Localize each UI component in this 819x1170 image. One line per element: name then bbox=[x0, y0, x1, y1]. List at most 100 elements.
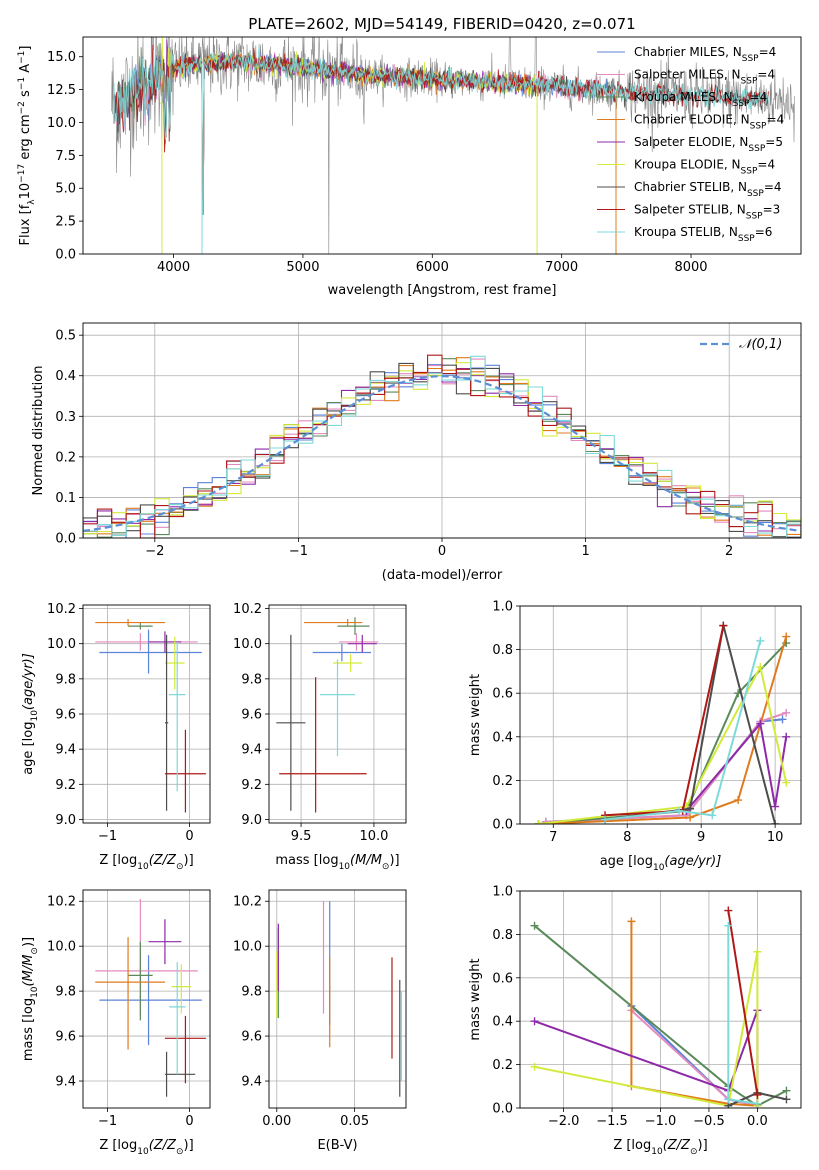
weight-marker bbox=[778, 715, 787, 724]
y-tick-label: 2.5 bbox=[55, 215, 76, 230]
x-tick-label: 10 bbox=[767, 830, 784, 845]
y-tick-label: 10.0 bbox=[47, 116, 76, 131]
y-tick-label: 9.8 bbox=[241, 985, 262, 1000]
weight-marker bbox=[686, 813, 695, 822]
spectrum-ylabel-part: λ bbox=[27, 199, 37, 205]
y-tick-label: 10.2 bbox=[233, 895, 262, 910]
residuals-axes: −2 −1 0 1 2 0.0 0.1 0.2 0.3 0.4 0.5 (data-model)/er… bbox=[31, 322, 802, 583]
legend-label-8-part: SSP bbox=[738, 234, 755, 244]
x-tick-label: −1 bbox=[289, 544, 308, 559]
x-tick-label: −2 bbox=[145, 544, 164, 559]
weight-marker bbox=[753, 1090, 762, 1099]
axes-frame bbox=[519, 605, 802, 825]
legend-label-1-part: SSP bbox=[741, 77, 758, 87]
legend-label-0-part: Chabrier MILES, N bbox=[634, 45, 742, 59]
legend-label-6-part: =4 bbox=[764, 180, 782, 194]
legend-label-3: Chabrier ELODIE, NSSP=4 bbox=[634, 113, 784, 132]
axes-frame bbox=[519, 890, 802, 1109]
legend-label-8-part: =6 bbox=[755, 225, 773, 239]
weight-vs-Z-xlabel-part: ⊙ bbox=[690, 1147, 698, 1157]
spectrum-ylabel-part: −17 bbox=[17, 164, 27, 183]
y-tick-label: 10.0 bbox=[47, 940, 76, 955]
y-tick-label: 0.5 bbox=[55, 329, 76, 344]
y-tick-label: 9.6 bbox=[241, 1030, 262, 1045]
weight-marker bbox=[771, 820, 780, 824]
weight-vs-Z-axes: −2.0 −1.5 −1.0 −0.5 0.0 0.0 0.2 0.4 0.6 0.8 1.0 Z [… bbox=[468, 885, 802, 1157]
legend-label-6-part: Chabrier STELIB, N bbox=[634, 180, 747, 194]
age-vs-Z-xlabel: Z [log10(Z/Z⊙)] bbox=[99, 853, 193, 872]
y-tick-label: 15.0 bbox=[47, 50, 76, 65]
y-tick-label: 9.4 bbox=[241, 743, 262, 758]
legend-label-4-part: =5 bbox=[765, 135, 783, 149]
y-tick-label: 0.2 bbox=[492, 774, 513, 789]
x-tick-label: 9 bbox=[697, 830, 705, 845]
legend-label-8-part: Kroupa STELIB, N bbox=[634, 225, 738, 239]
spectrum-ylabel-part: A bbox=[18, 64, 33, 77]
age-vs-Z-xlabel-part: Z [log bbox=[99, 853, 137, 868]
legend-label-2-part: SSP bbox=[733, 99, 750, 109]
age-vs-mass-plot-area bbox=[276, 617, 379, 813]
weight-vs-Z-xlabel: Z [log10(Z/Z⊙)] bbox=[613, 1138, 707, 1157]
y-tick-label: 5.0 bbox=[55, 182, 76, 197]
age-vs-mass-xlabel-part: (M/M bbox=[350, 853, 382, 868]
legend-label-4: Salpeter ELODIE, NSSP=5 bbox=[634, 135, 783, 154]
residuals-plot-area bbox=[83, 354, 801, 538]
y-tick-label: 10.0 bbox=[233, 940, 262, 955]
x-tick-label: 2 bbox=[725, 544, 733, 559]
spectrum-ylabel-part: −1 bbox=[17, 51, 27, 64]
weight-marker bbox=[724, 1095, 733, 1104]
spectrum-ylabel-part: erg cm bbox=[18, 114, 33, 163]
y-tick-label: 9.6 bbox=[241, 708, 262, 723]
mass-vs-Z-ylabel-part: (M/M bbox=[21, 955, 36, 987]
legend-label-2-part: =4 bbox=[750, 90, 768, 104]
mass-vs-Z-plot-area bbox=[95, 898, 206, 1097]
y-tick-label: 0.0 bbox=[55, 532, 76, 547]
age-vs-mass-xlabel: mass [log10(M/M⊙)] bbox=[275, 853, 399, 872]
weight-marker bbox=[771, 802, 780, 811]
legend-label-1-part: Salpeter MILES, N bbox=[634, 68, 741, 82]
y-tick-label: 9.2 bbox=[55, 778, 76, 793]
weight-marker bbox=[674, 806, 683, 815]
y-tick-label: 0.4 bbox=[492, 730, 513, 745]
weight-marker bbox=[782, 732, 791, 741]
spectrum-ylabel-part: Flux [f bbox=[18, 204, 33, 245]
age-vs-mass-axes: 9.5 10.0 9.0 9.2 9.4 9.6 9.8 10.0 10.2 mass [log1… bbox=[233, 602, 407, 872]
weight-vs-Z-xlabel-part: Z [log bbox=[613, 1138, 651, 1153]
y-tick-label: 9.2 bbox=[241, 778, 262, 793]
y-tick-label: 0.6 bbox=[492, 971, 513, 986]
age-vs-Z-xlabel-part: )] bbox=[184, 853, 194, 868]
x-tick-label: −2.0 bbox=[548, 1114, 580, 1129]
y-tick-label: 0.1 bbox=[55, 491, 76, 506]
weight-line-7 bbox=[727, 910, 759, 1096]
spectrum-ylabel-part: s bbox=[18, 90, 33, 101]
weight-marker bbox=[534, 820, 543, 824]
weight-vs-Z-plot-area bbox=[530, 906, 791, 1108]
weight-line-8 bbox=[604, 640, 762, 821]
age-vs-mass-xlabel-part: 10 bbox=[339, 862, 351, 872]
weight-marker bbox=[782, 708, 791, 717]
age-vs-Z-xlabel-part: ⊙ bbox=[176, 862, 184, 872]
age-vs-Z-ylabel-part: age [log bbox=[21, 722, 36, 775]
weight-marker bbox=[753, 947, 762, 956]
axes-frame bbox=[82, 36, 802, 255]
y-tick-label: 10.2 bbox=[47, 602, 76, 617]
spectrum-ylabel: Flux [fλ10−17 erg cm−2 s−1 A−1] bbox=[17, 46, 37, 246]
x-tick-label: 0.0 bbox=[747, 1114, 768, 1129]
weight-marker bbox=[530, 921, 539, 930]
x-tick-label: 5000 bbox=[286, 260, 319, 275]
weight-line-6 bbox=[604, 625, 777, 824]
age-vs-Z-axes: −1 09.09.29.49.69.810.010.2Z [log10(Z/Z⊙)… bbox=[21, 602, 211, 872]
weight-marker bbox=[782, 1095, 791, 1104]
weight-marker bbox=[734, 796, 743, 805]
y-tick-label: 0.4 bbox=[492, 1015, 513, 1030]
spectrum-axes: 4000 5000 6000 7000 8000 0.0 2.5 5.0 7.5 10.0 12.5… bbox=[17, 15, 802, 298]
age-vs-Z-xlabel-part: 10 bbox=[137, 862, 149, 872]
x-tick-label: 4000 bbox=[157, 260, 190, 275]
y-tick-label: 0.0 bbox=[492, 818, 513, 833]
legend-label-3-part: =4 bbox=[766, 113, 784, 127]
age-vs-mass-xlabel-part: mass [log bbox=[275, 853, 338, 868]
weight-marker bbox=[530, 1062, 539, 1071]
x-tick-label: 0 bbox=[185, 1114, 193, 1129]
